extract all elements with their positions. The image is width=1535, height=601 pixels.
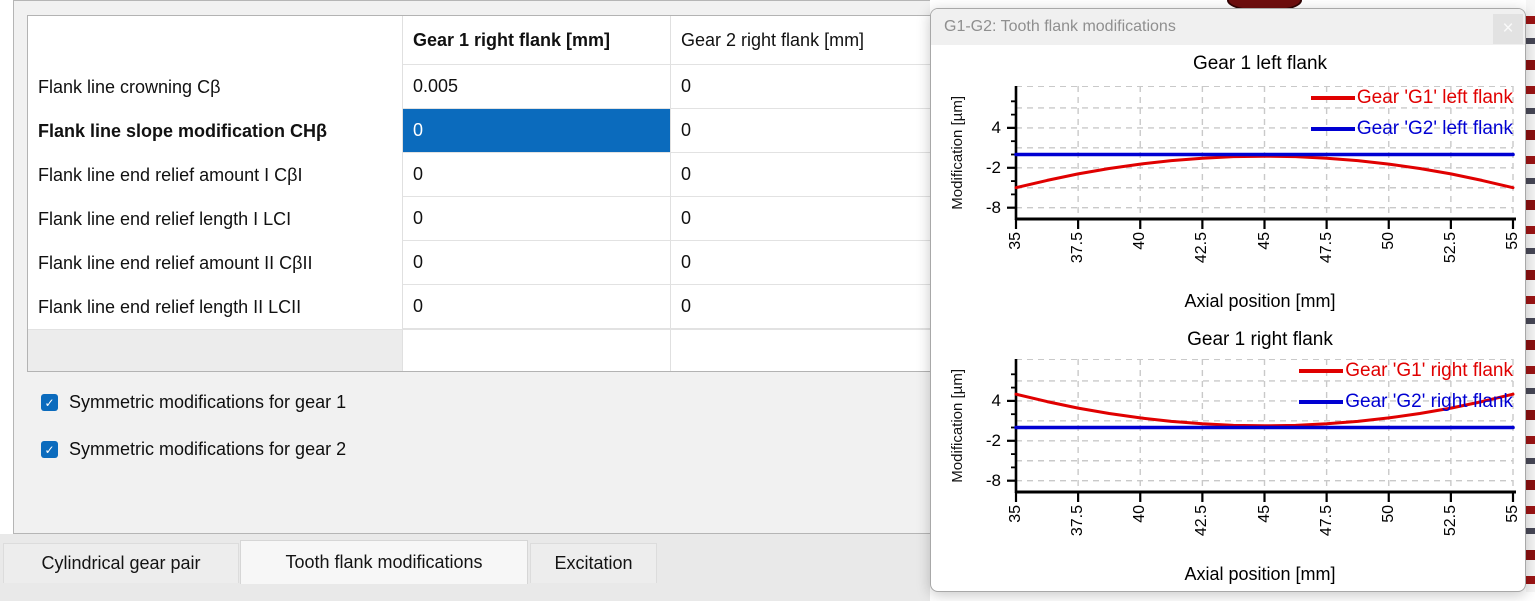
- settings-panel: Gear 1 right flank [mm] Gear 2 right flan…: [13, 0, 945, 534]
- x-tick-label: 47.5: [1317, 505, 1335, 537]
- checkbox[interactable]: ✓: [41, 394, 58, 411]
- tab-bar: Cylindrical gear pair Tooth flank modific…: [0, 534, 930, 601]
- legend-entry: Gear 'G1' left flank: [1310, 87, 1513, 108]
- column-header: [28, 16, 402, 65]
- value-cell[interactable]: 0: [402, 241, 670, 285]
- legend-entry: Gear 'G1' right flank: [1299, 360, 1513, 381]
- legend-label: Gear 'G1' right flank: [1345, 360, 1513, 381]
- legend-label: Gear 'G1' left flank: [1356, 87, 1513, 108]
- legend-line-sample: [1310, 127, 1355, 131]
- background-app-edge: [1526, 0, 1535, 592]
- chart-title: Gear 1 right flank: [1187, 329, 1333, 350]
- legend-label: Gear 'G2' left flank: [1356, 118, 1513, 139]
- tab-tooth-flank-modifications[interactable]: Tooth flank modifications: [240, 540, 528, 584]
- modifications-table: Gear 1 right flank [mm] Gear 2 right flan…: [27, 15, 945, 372]
- x-tick-label: 40: [1131, 505, 1149, 523]
- value-cell[interactable]: 0: [670, 65, 944, 109]
- checkbox-group: ✓ Symmetric modifications for gear 1 ✓ Symm…: [41, 392, 346, 460]
- chart-title: Gear 1 left flank: [1192, 53, 1328, 74]
- close-button[interactable]: ×: [1493, 14, 1523, 44]
- x-tick-label: 45: [1255, 505, 1273, 523]
- table-filler: [28, 329, 402, 371]
- row-label: Flank line end relief length II LCII: [28, 285, 402, 329]
- chart-legend: Gear 'G1' left flank Gear 'G2' left flank: [1310, 87, 1513, 139]
- y-tick-label: 4: [991, 117, 1001, 137]
- tab-cylindrical-gear-pair[interactable]: Cylindrical gear pair: [3, 543, 239, 583]
- chart-legend: Gear 'G1' right flank Gear 'G2' right fla…: [1299, 360, 1513, 412]
- tab-excitation[interactable]: Excitation: [530, 543, 657, 583]
- legend-entry: Gear 'G2' right flank: [1299, 391, 1513, 412]
- x-tick-label: 55: [1504, 232, 1521, 250]
- value-cell[interactable]: 0.005: [402, 65, 670, 109]
- column-header: Gear 1 right flank [mm]: [402, 16, 670, 65]
- selected-cell[interactable]: 0: [402, 109, 670, 153]
- table-filler: [670, 329, 944, 371]
- checkbox[interactable]: ✓: [41, 441, 58, 458]
- x-tick-label: 47.5: [1317, 232, 1335, 264]
- legend-entry: Gear 'G2' left flank: [1310, 118, 1513, 139]
- x-tick-label: 35: [1007, 505, 1024, 523]
- x-tick-label: 42.5: [1193, 505, 1211, 537]
- x-tick-label: 35: [1007, 232, 1024, 250]
- row-label: Flank line slope modification CHβ: [28, 109, 402, 153]
- x-tick-label: 55: [1504, 505, 1521, 523]
- row-label: Flank line crowning Cβ: [28, 65, 402, 109]
- x-tick-label: 50: [1379, 505, 1397, 523]
- x-tick-label: 37.5: [1069, 232, 1087, 264]
- legend-line-sample: [1299, 369, 1344, 373]
- row-label: Flank line end relief length I LCI: [28, 197, 402, 241]
- table-filler: [402, 329, 670, 371]
- row-label: Flank line end relief amount I CβI: [28, 153, 402, 197]
- chart-gear1-right-flank: Gear 1 right flank Modification [µm] 4 -2 -8…: [931, 329, 1525, 591]
- legend-line-sample: [1299, 400, 1344, 404]
- value-cell[interactable]: 0: [670, 241, 944, 285]
- check-icon: ✓: [44, 395, 55, 410]
- value-cell[interactable]: 0: [402, 197, 670, 241]
- chart-gear1-left-flank: Gear 1 left flank Modification [µm] 4 -2 -8 3…: [931, 45, 1525, 345]
- window-title: G1-G2: Tooth flank modifications: [944, 18, 1176, 35]
- value-cell[interactable]: 0: [670, 109, 944, 153]
- y-axis-label-text: Modification [µm]: [948, 368, 966, 483]
- checkbox-item[interactable]: ✓ Symmetric modifications for gear 1: [41, 392, 346, 413]
- tooth-flank-modifications-window: G1-G2: Tooth flank modifications × Gear …: [930, 8, 1526, 592]
- check-icon: ✓: [44, 442, 55, 457]
- column-header: Gear 2 right flank [mm]: [670, 16, 944, 65]
- value-cell[interactable]: 0: [402, 285, 670, 329]
- legend-line-sample: [1310, 96, 1355, 100]
- row-label: Flank line end relief amount II CβII: [28, 241, 402, 285]
- y-tick-label: -2: [985, 430, 1001, 450]
- y-tick-label: -2: [985, 157, 1001, 177]
- y-tick-label: 4: [991, 390, 1001, 410]
- value-cell[interactable]: 0: [670, 285, 944, 329]
- x-tick-label: 52.5: [1441, 505, 1459, 537]
- window-titlebar[interactable]: G1-G2: Tooth flank modifications ×: [931, 9, 1525, 45]
- close-icon: ×: [1502, 18, 1514, 39]
- x-axis-label: Axial position [mm]: [1184, 564, 1336, 584]
- x-tick-label: 40: [1131, 232, 1149, 250]
- x-tick-label: 52.5: [1441, 232, 1459, 264]
- value-cell[interactable]: 0: [402, 153, 670, 197]
- checkbox-item[interactable]: ✓ Symmetric modifications for gear 2: [41, 439, 346, 460]
- x-tick-label: 45: [1255, 232, 1273, 250]
- checkbox-label[interactable]: Symmetric modifications for gear 1: [69, 392, 347, 412]
- x-axis-label: Axial position [mm]: [1184, 291, 1336, 311]
- checkbox-label[interactable]: Symmetric modifications for gear 2: [69, 439, 347, 459]
- y-axis-label-text: Modification [µm]: [948, 95, 966, 210]
- legend-label: Gear 'G2' right flank: [1345, 391, 1513, 412]
- y-tick-label: -8: [985, 470, 1001, 490]
- x-tick-label: 50: [1379, 232, 1397, 250]
- x-tick-label: 37.5: [1069, 505, 1087, 537]
- y-tick-label: -8: [985, 197, 1001, 217]
- x-tick-label: 42.5: [1193, 232, 1211, 264]
- value-cell[interactable]: 0: [670, 153, 944, 197]
- value-cell[interactable]: 0: [670, 197, 944, 241]
